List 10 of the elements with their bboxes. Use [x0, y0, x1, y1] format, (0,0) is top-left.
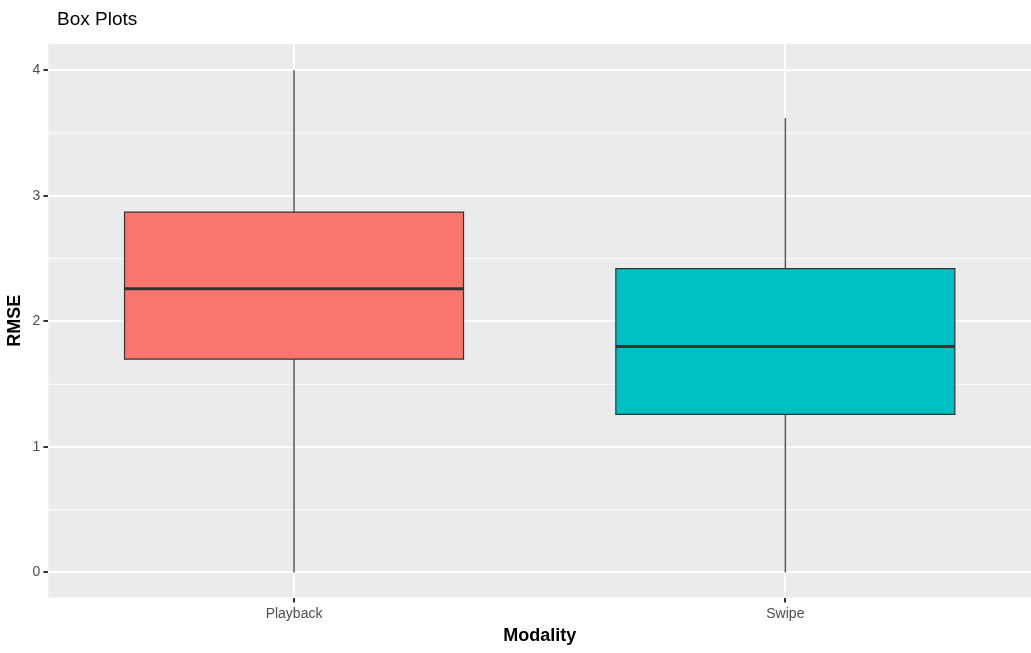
y-axis-title: RMSE	[3, 294, 24, 347]
x-tick-label: Swipe	[766, 604, 805, 621]
y-tick-label: 1	[32, 437, 41, 454]
y-tick-label: 2	[32, 312, 41, 329]
y-tick-label: 4	[32, 61, 41, 78]
x-tick-label: Playback	[265, 604, 324, 621]
y-tick-label: 0	[32, 563, 41, 580]
y-tick-label: 3	[32, 186, 41, 203]
x-axis-title: Modality	[503, 625, 577, 646]
chart-title: Box Plots	[57, 8, 138, 30]
